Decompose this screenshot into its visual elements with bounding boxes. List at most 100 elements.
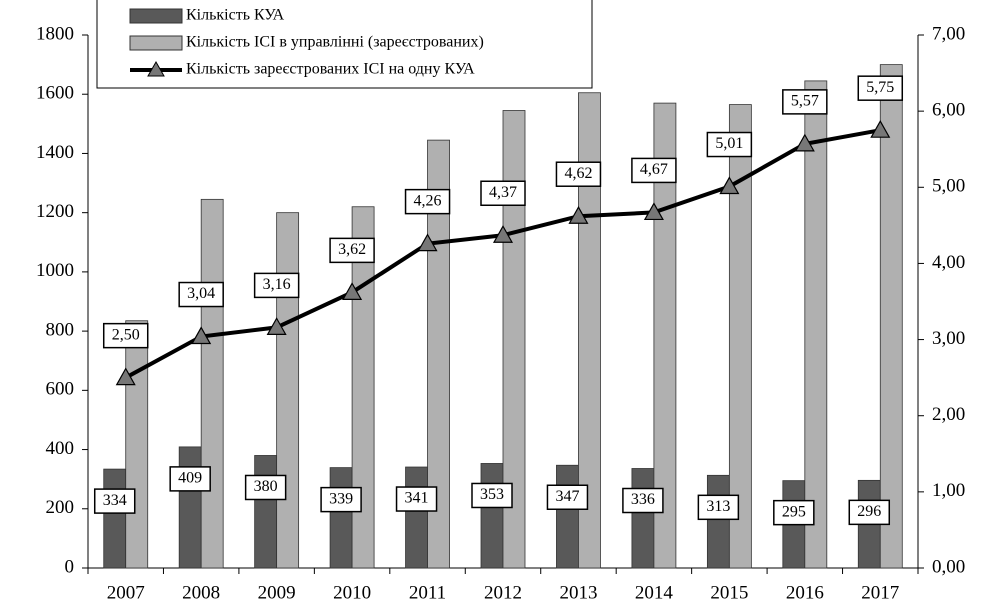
data-label-box xyxy=(395,486,438,512)
data-label-box xyxy=(555,161,602,187)
data-label-box xyxy=(93,488,136,514)
data-label: 347 xyxy=(555,488,579,505)
y2-tick-label: 2,00 xyxy=(932,404,965,425)
data-label-box xyxy=(697,494,740,521)
bar xyxy=(578,92,601,569)
y-tick-label: 1800 xyxy=(36,23,74,44)
data-label-box xyxy=(773,499,815,526)
legend-label: Кількість ІСІ в управлінні (зареєстрован… xyxy=(186,34,484,51)
data-label: 4,26 xyxy=(414,192,442,209)
bar xyxy=(254,455,278,569)
bar xyxy=(329,467,353,569)
data-label-box xyxy=(404,188,451,215)
bar xyxy=(879,64,903,569)
data-label: 380 xyxy=(254,478,278,495)
data-label-box xyxy=(546,484,589,510)
data-label: 334 xyxy=(103,492,127,509)
data-label-box xyxy=(320,486,362,513)
bar xyxy=(178,446,202,569)
bar xyxy=(631,468,655,569)
bar xyxy=(728,104,752,569)
y-tick-label: 1000 xyxy=(36,260,74,281)
y-tick-label: 1600 xyxy=(36,83,74,104)
line-marker xyxy=(643,202,664,221)
data-label-box xyxy=(178,281,224,308)
legend: Кількість КУА Кількість ІСІ в управлінні … xyxy=(96,0,593,89)
data-label-box xyxy=(253,272,300,299)
data-label: 2,50 xyxy=(112,326,140,343)
data-label: 5,57 xyxy=(791,93,819,110)
data-label-box xyxy=(622,487,664,514)
data-label-box xyxy=(471,482,513,509)
x-tick-label: 2009 xyxy=(258,582,296,603)
data-label: 313 xyxy=(706,498,730,515)
data-label-box xyxy=(631,157,677,184)
legend-label: Кількість зареєстрованих ІСІ на одну КУА xyxy=(186,61,475,78)
y2-tick-label: 0,00 xyxy=(932,556,965,577)
y-tick-label: 600 xyxy=(46,379,75,400)
x-tick-label: 2008 xyxy=(182,582,220,603)
data-label: 5,01 xyxy=(715,135,743,152)
line-marker xyxy=(115,367,136,386)
data-label: 4,37 xyxy=(489,184,517,201)
x-tick-label: 2011 xyxy=(409,582,446,603)
x-tick-label: 2014 xyxy=(635,582,674,603)
data-label: 4,67 xyxy=(640,161,668,178)
data-label: 296 xyxy=(857,503,881,520)
data-label-box xyxy=(102,322,149,349)
data-label: 3,62 xyxy=(338,241,366,258)
x-tick-label: 2016 xyxy=(786,582,824,603)
x-tick-label: 2015 xyxy=(710,582,748,603)
x-tick-label: 2007 xyxy=(107,582,145,603)
y-tick-label: 200 xyxy=(46,497,75,518)
data-label-box xyxy=(706,131,753,158)
bar xyxy=(276,212,300,569)
bar xyxy=(125,320,149,569)
y-tick-label: 800 xyxy=(46,319,75,340)
data-label: 4,62 xyxy=(564,165,592,182)
bar xyxy=(103,468,127,569)
bar xyxy=(556,464,579,569)
line-marker xyxy=(492,225,514,243)
y2-tick-label: 4,00 xyxy=(932,252,965,273)
y-tick-label: 400 xyxy=(46,438,75,459)
y2-tick-label: 5,00 xyxy=(932,176,965,197)
data-label: 295 xyxy=(782,503,806,520)
x-tick-label: 2017 xyxy=(861,582,899,603)
data-label: 339 xyxy=(329,490,353,507)
legend-marker xyxy=(147,60,165,77)
legend-label: Кількість КУА xyxy=(186,7,285,24)
bar xyxy=(200,198,224,569)
line-marker xyxy=(417,233,438,252)
data-label: 3,16 xyxy=(263,276,291,293)
y2-tick-label: 1,00 xyxy=(932,480,965,501)
line-marker xyxy=(342,282,363,300)
data-label: 5,75 xyxy=(866,79,894,96)
y-tick-label: 0 xyxy=(65,556,75,577)
data-label-box xyxy=(857,75,904,101)
bar xyxy=(480,463,504,569)
data-label: 409 xyxy=(178,470,202,487)
data-label-box xyxy=(329,237,375,264)
legend-swatch xyxy=(129,35,183,51)
bar xyxy=(502,110,526,569)
data-label-box xyxy=(244,474,287,501)
data-label-box xyxy=(169,466,211,492)
x-tick-label: 2010 xyxy=(333,582,371,603)
y2-tick-label: 6,00 xyxy=(932,100,965,121)
data-label: 3,04 xyxy=(187,285,215,302)
bar xyxy=(706,474,730,569)
data-label: 353 xyxy=(480,486,504,503)
data-label: 336 xyxy=(631,491,655,508)
data-label-box xyxy=(782,89,828,115)
line-marker xyxy=(191,326,212,345)
data-label-box xyxy=(848,499,891,526)
line-marker xyxy=(719,176,740,195)
line-marker xyxy=(794,133,815,152)
y-tick-label: 1200 xyxy=(36,201,74,222)
y2-tick-label: 7,00 xyxy=(932,23,965,44)
x-tick-label: 2012 xyxy=(484,582,522,603)
line-marker xyxy=(266,317,287,335)
y-tick-label: 1400 xyxy=(36,142,74,163)
